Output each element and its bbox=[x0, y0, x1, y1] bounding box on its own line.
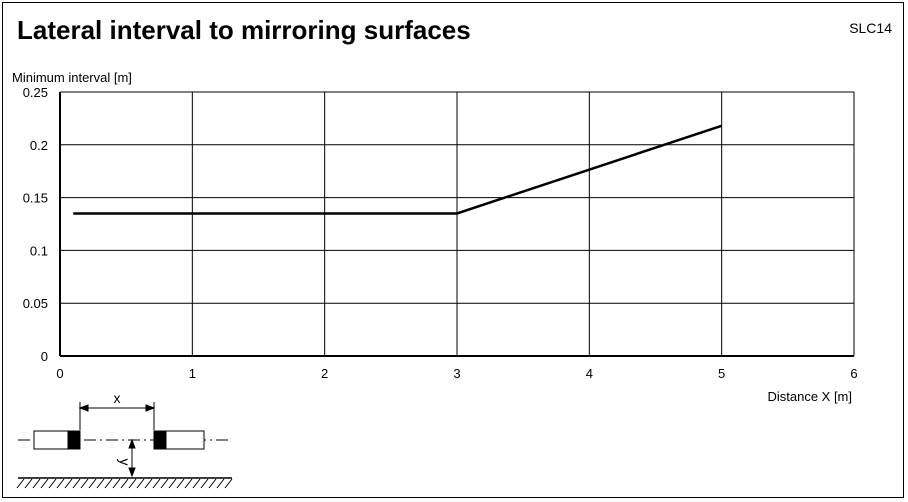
hatch-line bbox=[16, 478, 25, 489]
sensor-left-lens bbox=[67, 430, 81, 450]
hatch-line bbox=[120, 478, 129, 489]
surface-hatching bbox=[16, 478, 233, 489]
hatch-line bbox=[104, 478, 113, 489]
x-tick-label: 2 bbox=[321, 366, 328, 381]
hatch-line bbox=[128, 478, 137, 489]
tick-labels: 0 1 2 3 4 5 6 0 0.05 0.1 0.15 0.2 0.25 bbox=[23, 85, 858, 381]
hatch-line bbox=[96, 478, 105, 489]
hatch-line bbox=[224, 478, 233, 489]
hatch-line bbox=[192, 478, 201, 489]
hatch-line bbox=[168, 478, 177, 489]
series-line bbox=[73, 124, 723, 215]
y-axis-label: Minimum interval [m] bbox=[12, 70, 132, 85]
y-tick-label: 0.05 bbox=[23, 296, 48, 311]
x-tick-label: 0 bbox=[56, 366, 63, 381]
hatch-line bbox=[160, 478, 169, 489]
diagram-label-x: x bbox=[114, 390, 121, 406]
x-tick-label: 1 bbox=[189, 366, 196, 381]
hatch-line bbox=[56, 478, 65, 489]
sensor-left-body bbox=[33, 430, 69, 450]
arrowhead-right bbox=[145, 404, 156, 412]
y-tick-label: 0.25 bbox=[23, 85, 48, 100]
hatch-line bbox=[88, 478, 97, 489]
series-group bbox=[73, 124, 723, 215]
sensor-right-body bbox=[165, 430, 205, 450]
diagram-label-y: y bbox=[117, 459, 133, 466]
hatch-line bbox=[72, 478, 81, 489]
figure-code: SLC14 bbox=[849, 20, 892, 36]
y-tick-label: 0.2 bbox=[30, 138, 48, 153]
hatch-line bbox=[112, 478, 121, 489]
hatch-line bbox=[24, 478, 33, 489]
hatch-line bbox=[184, 478, 193, 489]
sensor-right-lens bbox=[153, 430, 167, 450]
hatch-line bbox=[200, 478, 209, 489]
hatch-line bbox=[208, 478, 217, 489]
arrowhead-up bbox=[128, 438, 136, 449]
hatch-line bbox=[144, 478, 153, 489]
arrowhead-down bbox=[128, 467, 136, 478]
y-tick-label: 0 bbox=[41, 349, 48, 364]
x-axis-label: Distance X [m] bbox=[767, 389, 852, 404]
hatch-line bbox=[176, 478, 185, 489]
y-tick-label: 0.1 bbox=[30, 243, 48, 258]
x-tick-label: 5 bbox=[718, 366, 725, 381]
hatch-line bbox=[48, 478, 57, 489]
hatch-line bbox=[80, 478, 89, 489]
hatch-line bbox=[32, 478, 41, 489]
hatch-line bbox=[40, 478, 49, 489]
chart-title: Lateral interval to mirroring surfaces bbox=[17, 15, 471, 45]
x-tick-label: 4 bbox=[586, 366, 593, 381]
y-tick-label: 0.15 bbox=[23, 191, 48, 206]
x-tick-label: 6 bbox=[850, 366, 857, 381]
grid bbox=[59, 91, 855, 357]
hatch-line bbox=[136, 478, 145, 489]
hatch-line bbox=[216, 478, 225, 489]
hatch-line bbox=[64, 478, 73, 489]
hatch-line bbox=[152, 478, 161, 489]
x-tick-label: 3 bbox=[453, 366, 460, 381]
arrowhead-left bbox=[78, 404, 89, 412]
mounting-diagram bbox=[16, 402, 233, 489]
